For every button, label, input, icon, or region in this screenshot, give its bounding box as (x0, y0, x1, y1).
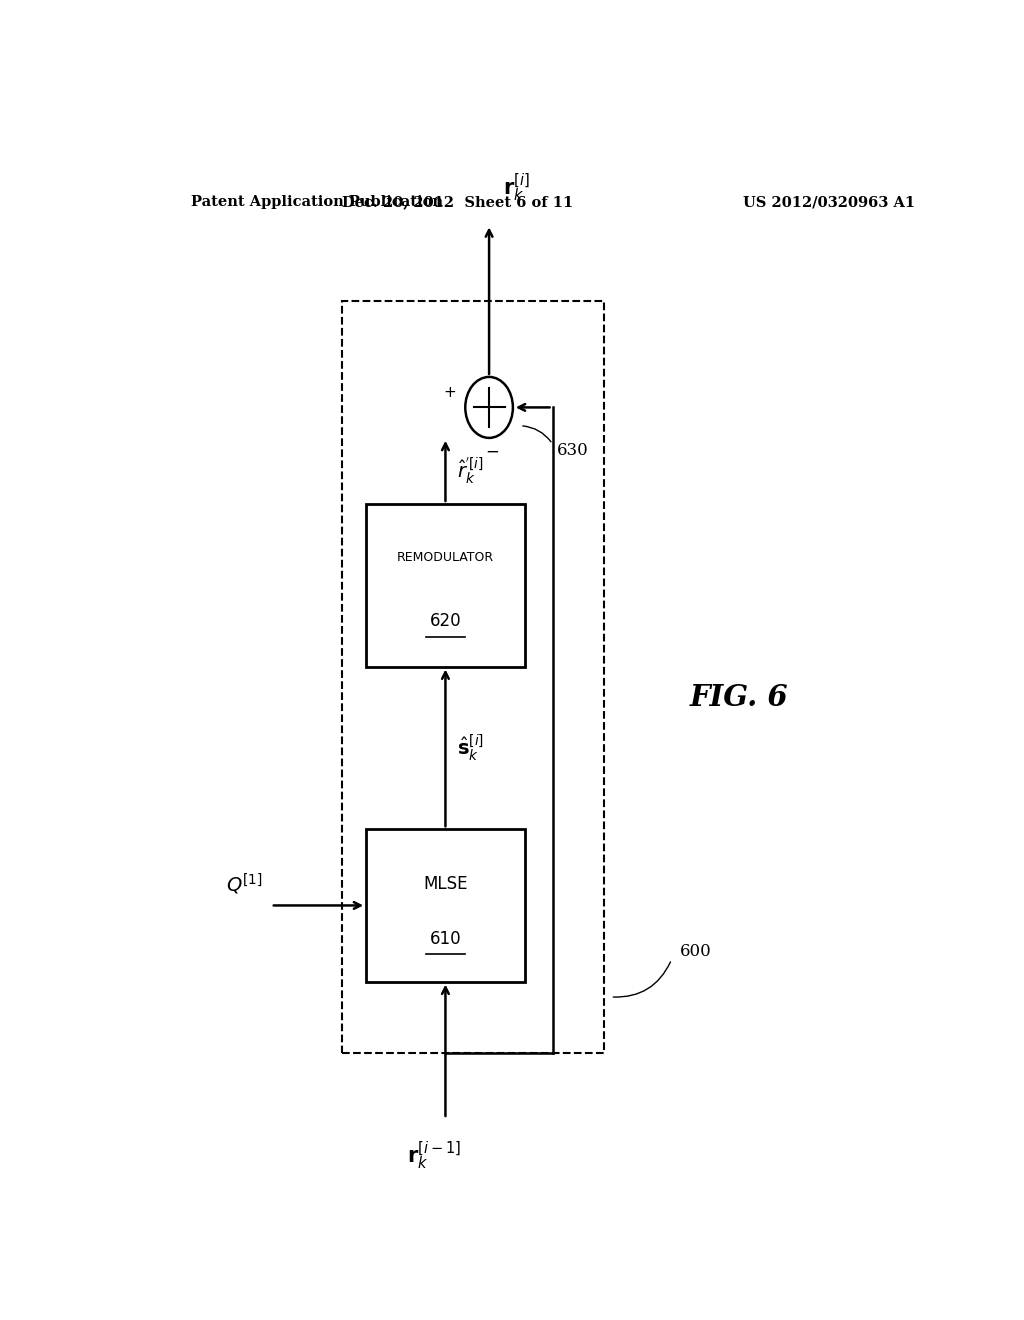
Text: 610: 610 (430, 931, 461, 948)
Text: REMODULATOR: REMODULATOR (397, 552, 494, 564)
Text: $\hat{r}_{k}^{'[i]}$: $\hat{r}_{k}^{'[i]}$ (458, 455, 484, 486)
Text: 630: 630 (557, 442, 589, 458)
Circle shape (465, 378, 513, 438)
Text: −: − (485, 444, 500, 461)
Text: +: + (443, 384, 456, 400)
FancyBboxPatch shape (367, 829, 524, 982)
Text: MLSE: MLSE (423, 875, 468, 894)
Text: $\mathbf{r}_{k}^{[i]}$: $\mathbf{r}_{k}^{[i]}$ (504, 172, 530, 205)
Text: Dec. 20, 2012  Sheet 6 of 11: Dec. 20, 2012 Sheet 6 of 11 (342, 195, 573, 209)
Text: Patent Application Publication: Patent Application Publication (191, 195, 443, 209)
Text: $Q^{[1]}$: $Q^{[1]}$ (226, 873, 263, 898)
Text: $\mathbf{r}_{k}^{[i-1]}$: $\mathbf{r}_{k}^{[i-1]}$ (407, 1139, 461, 1172)
Text: 600: 600 (680, 942, 712, 960)
Text: FIG. 6: FIG. 6 (690, 682, 788, 711)
Text: 620: 620 (430, 612, 461, 630)
FancyBboxPatch shape (367, 504, 524, 667)
Text: US 2012/0320963 A1: US 2012/0320963 A1 (743, 195, 915, 209)
Text: $\hat{\mathbf{s}}_{k}^{[i]}$: $\hat{\mathbf{s}}_{k}^{[i]}$ (458, 733, 484, 763)
